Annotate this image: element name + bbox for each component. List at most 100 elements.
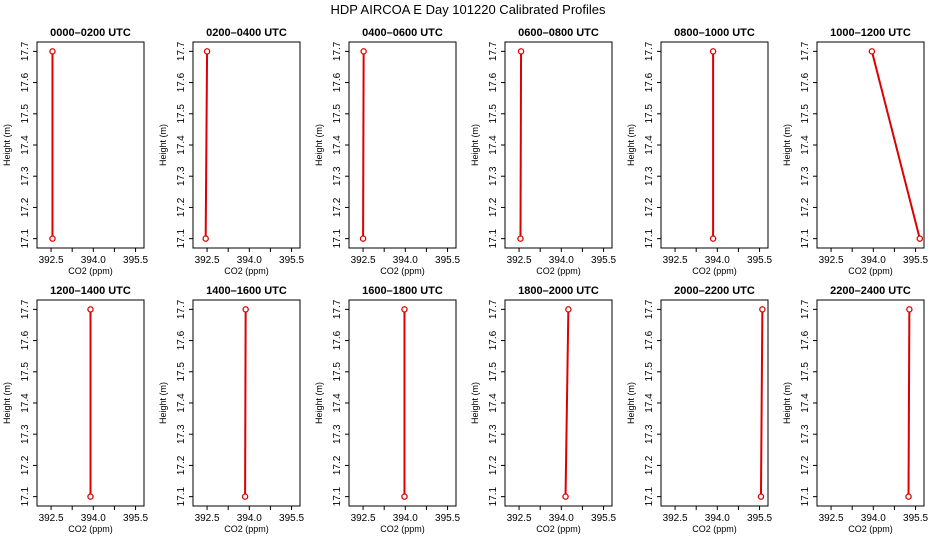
panel-7: 1200–1400 UTC 392.5 394.0 395.5 17.1 17.2 17.3… [2,285,148,534]
panel-title: 1200–1400 UTC [50,285,131,297]
data-point [87,306,94,313]
x-tick-label: 395.5 [435,255,460,266]
y-tick-label: 17.2 [20,455,31,475]
profile-line [870,51,921,239]
x-tick-label: 395.5 [123,255,148,266]
y-tick-label: 17.1 [800,486,811,506]
plot-frame [504,299,613,507]
y-tick-label: 17.6 [20,72,31,92]
y-tick-label: 17.1 [20,486,31,506]
y-tick-label: 17.7 [644,299,655,319]
x-tick-label: 394.0 [237,255,262,266]
data-point [202,235,209,242]
y-tick-label: 17.2 [800,197,811,217]
data-point [242,306,249,313]
x-tick-label: 392.5 [507,513,532,524]
x-tick-label: 392.5 [39,513,64,524]
profile-line [907,309,911,497]
y-tick-label: 17.1 [176,486,187,506]
x-axis-label: CO2 (ppm) [380,266,425,276]
data-point [562,493,569,500]
profile-line [759,309,764,497]
x-tick-label: 395.5 [279,513,304,524]
data-point [868,48,876,55]
x-axis-label: CO2 (ppm) [536,266,581,276]
y-axis-label: Height (m) [470,124,480,166]
x-tick-label: 394.0 [549,255,574,266]
y-tick-label: 17.1 [488,486,499,506]
y-tick-label: 17.4 [800,393,811,413]
panel-6: 1000–1200 UTC 392.5 394.0 395.5 17.1 17.2 17.3… [782,27,928,276]
y-tick-label: 17.6 [176,330,187,350]
x-tick-label: 394.0 [549,513,574,524]
x-tick-label: 392.5 [351,513,376,524]
panel-3: 0400–0600 UTC 392.5 394.0 395.5 17.1 17.2 17.3… [314,27,460,276]
y-tick-label: 17.4 [20,135,31,155]
y-tick-label: 17.7 [644,41,655,61]
y-tick-label: 17.2 [176,455,187,475]
y-tick-label: 17.6 [332,330,343,350]
x-tick-label: 394.0 [861,513,886,524]
y-tick-label: 17.3 [800,166,811,186]
y-tick-label: 17.6 [644,330,655,350]
y-axis-label: Height (m) [314,124,324,166]
y-tick-label: 17.1 [332,228,343,248]
y-tick-label: 17.6 [800,330,811,350]
data-point [709,235,717,242]
y-tick-label: 17.4 [176,393,187,413]
y-tick-label: 17.2 [332,197,343,217]
panel-title: 1400–1600 UTC [206,285,287,297]
y-tick-label: 17.7 [20,41,31,61]
x-tick-label: 394.0 [861,255,886,266]
panel-10: 1800–2000 UTC 392.5 394.0 395.5 17.1 17.2 17.3… [470,285,616,534]
x-tick-label: 392.5 [195,513,220,524]
y-tick-label: 17.5 [644,104,655,124]
data-point [203,48,211,55]
panel-title: 0600–0800 UTC [518,27,599,39]
figure-title: HDP AIRCOA E Day 101220 Calibrated Profi… [330,2,606,17]
panel-1: 0000–0200 UTC 392.5 394.0 395.5 17.1 17.2 17.3… [2,27,148,276]
y-tick-label: 17.5 [20,104,31,124]
x-tick-label: 392.5 [663,513,688,524]
y-axis-label: Height (m) [782,382,792,424]
y-tick-label: 17.1 [488,228,499,248]
data-point [757,493,765,500]
x-axis-label: CO2 (ppm) [68,524,113,534]
data-point [87,493,94,500]
x-tick-label: 394.0 [393,513,418,524]
data-point [565,306,572,313]
x-tick-label: 395.5 [747,513,772,524]
data-point [360,48,367,55]
y-tick-label: 17.3 [20,166,31,186]
x-tick-label: 395.5 [123,513,148,524]
y-tick-label: 17.3 [332,424,343,444]
y-tick-label: 17.4 [332,393,343,413]
x-axis-label: CO2 (ppm) [224,524,269,534]
y-axis-label: Height (m) [2,382,12,424]
x-axis-label: CO2 (ppm) [848,524,893,534]
x-tick-label: 394.0 [393,255,418,266]
y-tick-label: 17.2 [644,197,655,217]
y-tick-label: 17.4 [644,135,655,155]
x-tick-label: 392.5 [195,255,220,266]
plot-frame [192,41,301,249]
y-tick-label: 17.7 [800,299,811,319]
x-tick-label: 392.5 [819,255,844,266]
panel-title: 0200–0400 UTC [206,27,287,39]
data-point [241,493,249,500]
y-tick-label: 17.3 [644,166,655,186]
x-tick-label: 394.0 [237,513,262,524]
profile-line [564,309,570,497]
y-tick-label: 17.6 [20,330,31,350]
x-tick-label: 394.0 [81,513,106,524]
y-tick-label: 17.3 [20,424,31,444]
y-tick-label: 17.5 [800,362,811,382]
y-axis-label: Height (m) [2,124,12,166]
y-tick-label: 17.7 [332,41,343,61]
plot-frame [660,41,769,249]
panel-4: 0600–0800 UTC 392.5 394.0 395.5 17.1 17.2 17.3… [470,27,616,276]
y-tick-label: 17.5 [176,362,187,382]
y-tick-label: 17.4 [176,135,187,155]
x-axis-label: CO2 (ppm) [224,266,269,276]
